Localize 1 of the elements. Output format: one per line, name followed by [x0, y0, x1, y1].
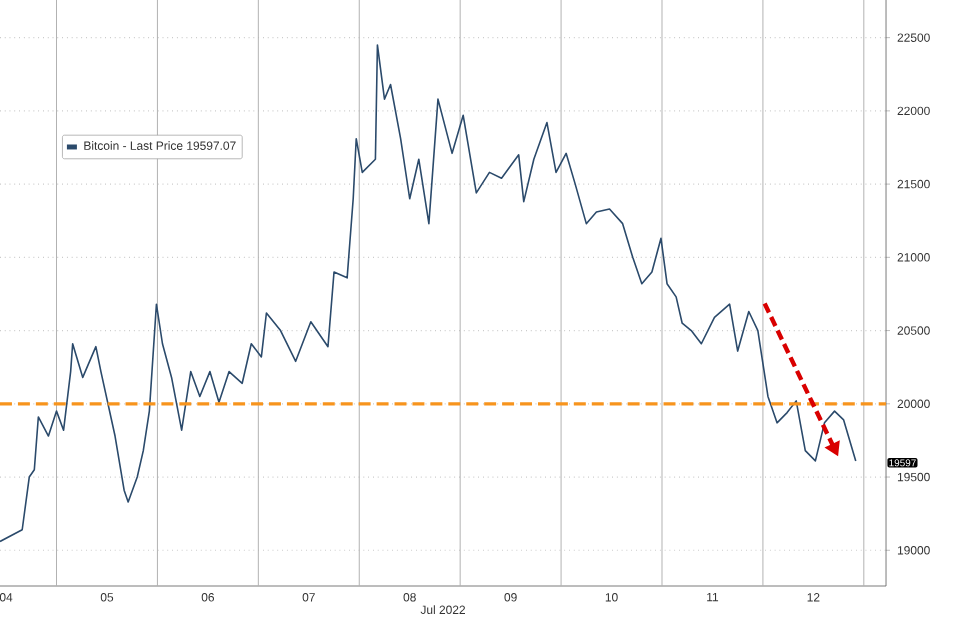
- line-series: [0, 44, 857, 543]
